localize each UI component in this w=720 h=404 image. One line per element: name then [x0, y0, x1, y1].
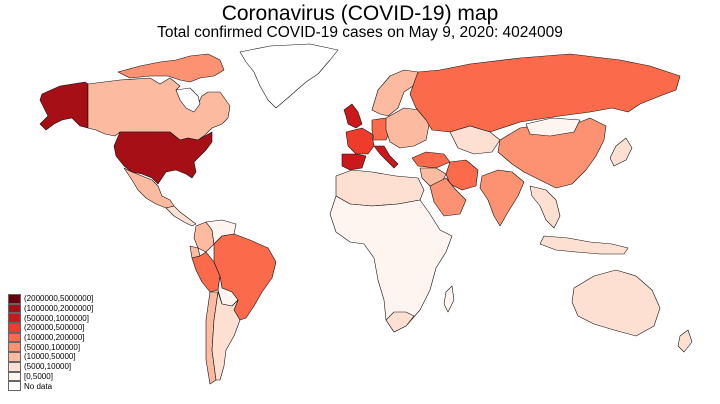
region-iran[interactable]	[445, 159, 479, 191]
legend-label: (100000,200000]	[24, 333, 85, 343]
region-eastern-europe[interactable]	[385, 107, 431, 149]
map-legend: (2000000,5000000] (1000000,2000000] (500…	[8, 294, 93, 391]
legend-swatch	[8, 342, 21, 353]
legend-label: (200000,500000]	[24, 323, 85, 333]
map-title: Coronavirus (COVID-19) map	[221, 2, 499, 25]
region-argentina[interactable]	[211, 291, 241, 381]
legend-item: No data	[8, 381, 93, 391]
region-central-america[interactable]	[165, 205, 197, 227]
legend-swatch	[8, 361, 21, 372]
region-japan[interactable]	[609, 137, 633, 167]
region-russia[interactable]	[409, 53, 681, 133]
map-subtitle: Total confirmed COVID-19 cases on May 9,…	[157, 24, 563, 41]
legend-item: (10000,50000]	[8, 352, 93, 362]
region-spain[interactable]	[341, 153, 367, 171]
region-alaska[interactable]	[39, 81, 89, 131]
region-italy[interactable]	[373, 145, 399, 169]
region-southeast-asia[interactable]	[529, 185, 561, 229]
legend-item: (500000,1000000]	[8, 313, 93, 324]
region-madagascar[interactable]	[443, 285, 455, 313]
region-canada-arctic[interactable]	[117, 53, 225, 83]
region-south-africa[interactable]	[385, 311, 415, 333]
legend-item: (200000,500000]	[8, 323, 93, 333]
legend-label: (50000,100000]	[24, 342, 81, 352]
region-africa[interactable]	[329, 195, 453, 333]
region-indonesia[interactable]	[539, 235, 629, 255]
legend-swatch	[8, 323, 21, 333]
legend-item: [0,5000]	[8, 371, 93, 382]
legend-item: (5000,10000]	[8, 361, 93, 372]
legend-swatch	[8, 371, 21, 382]
legend-label: (500000,1000000]	[24, 313, 89, 323]
region-australia[interactable]	[571, 269, 661, 337]
legend-label: (1000000,2000000]	[24, 304, 94, 314]
legend-swatch	[8, 332, 21, 343]
region-mexico[interactable]	[123, 167, 175, 209]
region-mongolia[interactable]	[525, 117, 581, 137]
region-turkey[interactable]	[411, 151, 451, 169]
hudson-bay	[175, 87, 201, 113]
region-saudi[interactable]	[429, 177, 467, 217]
legend-swatch	[8, 381, 21, 391]
region-north-africa[interactable]	[335, 169, 425, 207]
region-france[interactable]	[345, 127, 375, 155]
region-greenland[interactable]	[239, 43, 339, 109]
region-new-zealand[interactable]	[677, 329, 693, 353]
region-kazakhstan[interactable]	[449, 125, 501, 155]
region-uk[interactable]	[343, 103, 363, 129]
legend-item: (100000,200000]	[8, 332, 93, 343]
legend-swatch	[8, 352, 21, 362]
legend-label: (2000000,5000000]	[24, 294, 94, 304]
region-canada[interactable]	[87, 77, 231, 141]
region-usa[interactable]	[113, 131, 213, 185]
legend-label: (5000,10000]	[24, 362, 72, 372]
legend-item: (50000,100000]	[8, 342, 93, 353]
legend-label: No data	[24, 381, 53, 391]
region-india[interactable]	[479, 169, 525, 227]
legend-swatch	[8, 294, 21, 304]
legend-swatch	[8, 303, 21, 314]
legend-label: [0,5000]	[24, 371, 53, 381]
legend-label: (10000,50000]	[24, 352, 76, 362]
legend-swatch	[8, 313, 21, 324]
legend-item: (2000000,5000000]	[8, 294, 93, 304]
legend-item: (1000000,2000000]	[8, 303, 94, 314]
